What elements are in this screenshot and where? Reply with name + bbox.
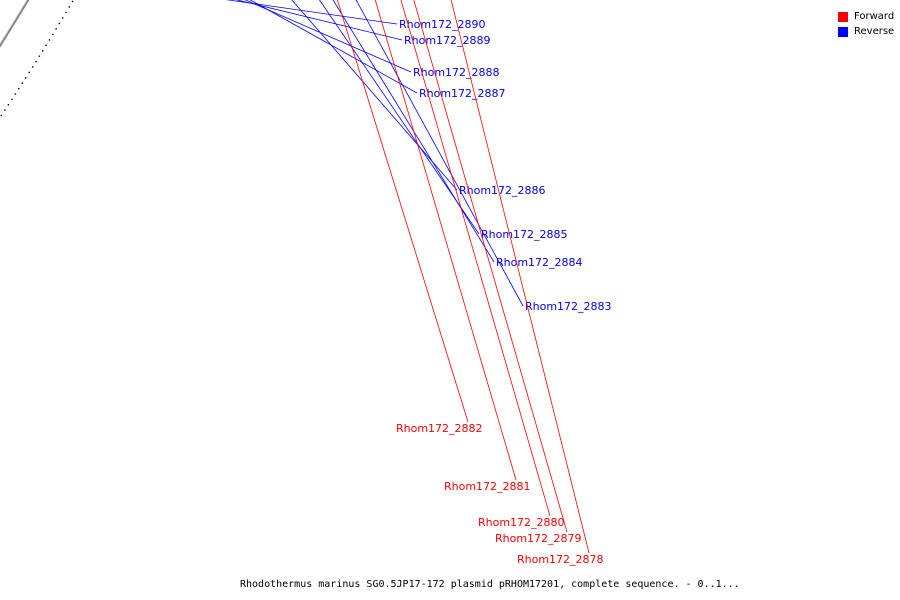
gene-label-Rhom172_2890: Rhom172_2890 (399, 18, 486, 31)
ring-dot (14, 93, 17, 95)
leader-line (336, 0, 469, 423)
leader-line (413, 0, 568, 533)
gene-label-Rhom172_2881: Rhom172_2881 (444, 480, 531, 493)
leader-line (249, 0, 418, 94)
ring-dot (68, 6, 70, 8)
backbone-highlight (0, 0, 28, 45)
gene-label-Rhom172_2879: Rhom172_2879 (495, 532, 582, 545)
ring-dot (52, 33, 54, 36)
ring-dot (11, 98, 13, 101)
leader-line (244, 0, 412, 73)
leader-line (235, 0, 403, 41)
leader-line (291, 0, 458, 191)
ring-dot (0, 114, 2, 117)
ring-dot (65, 11, 67, 14)
gene-label-Rhom172_2884: Rhom172_2884 (496, 256, 583, 269)
legend-forward-label: Forward (854, 11, 895, 22)
leader-line (450, 0, 590, 554)
ring-dot (31, 66, 34, 68)
gene-label-Rhom172_2885: Rhom172_2885 (481, 228, 568, 241)
ring-dot (62, 17, 64, 19)
leader-line (319, 0, 480, 235)
leader-line (374, 0, 517, 481)
leader-line (225, 0, 398, 25)
gene-label-Rhom172_2878: Rhom172_2878 (517, 553, 604, 566)
ring-dot (35, 60, 37, 63)
leader-line (332, 0, 495, 263)
ring-dot (58, 22, 61, 25)
gene-labels: Rhom172_2890 Rhom172_2889 Rhom172_2888 Rhom… (225, 0, 612, 566)
gene-label-Rhom172_2883: Rhom172_2883 (525, 300, 612, 313)
ring-dot (21, 82, 23, 84)
leader-line (400, 0, 551, 517)
leader-line (355, 0, 524, 307)
gene-label-Rhom172_2887: Rhom172_2887 (419, 87, 506, 100)
gene-label-Rhom172_2889: Rhom172_2889 (404, 34, 491, 47)
legend-forward: Forward (838, 9, 894, 24)
ring-dot (55, 28, 57, 30)
ring-dot (48, 39, 51, 41)
ring-dot (25, 77, 27, 79)
ring-dot (18, 87, 20, 90)
legend: Forward Reverse (838, 9, 894, 39)
ring-dot (28, 71, 30, 74)
outer-dotted-ring (0, 0, 74, 117)
ring-dot (38, 55, 41, 57)
ring-dot (4, 109, 6, 111)
legend-reverse: Reverse (838, 24, 894, 39)
ring-dot (45, 44, 47, 46)
gene-label-Rhom172_2882: Rhom172_2882 (396, 422, 483, 435)
reverse-swatch (838, 26, 848, 37)
gene-label-Rhom172_2886: Rhom172_2886 (459, 184, 546, 197)
backbone-circle (0, 0, 30, 48)
map-caption: Rhodothermus marinus SG0.5JP17-172 plasm… (240, 579, 740, 590)
gene-label-Rhom172_2880: Rhom172_2880 (478, 516, 565, 529)
forward-swatch (838, 11, 848, 22)
ring-dot (71, 0, 74, 3)
gene-label-Rhom172_2888: Rhom172_2888 (413, 66, 500, 79)
legend-reverse-label: Reverse (854, 26, 895, 37)
ring-dot (42, 50, 44, 52)
ring-dot (7, 104, 10, 106)
